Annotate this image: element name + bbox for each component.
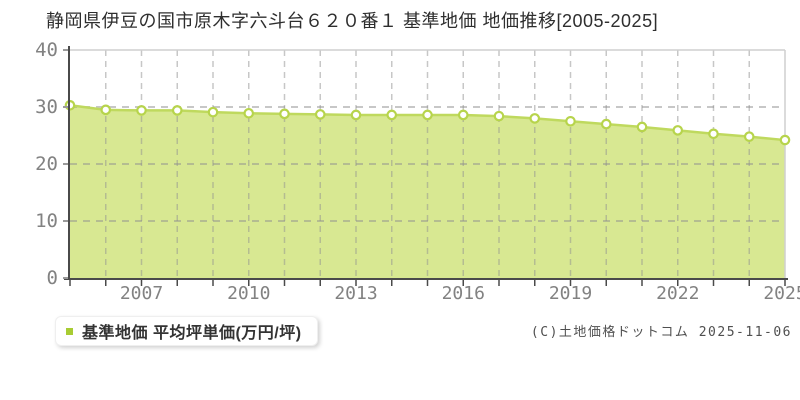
data-point-2018 xyxy=(529,113,541,124)
x-tick-label: 2016 xyxy=(442,283,485,304)
data-point-2007 xyxy=(136,105,147,116)
y-tick-label: 20 xyxy=(35,153,58,175)
data-point-2012 xyxy=(314,109,326,120)
data-point-2006 xyxy=(100,104,112,116)
data-point-2010 xyxy=(243,107,255,119)
data-point-2023 xyxy=(708,128,719,140)
data-point-2015 xyxy=(422,109,433,121)
x-tick-label: 2025 xyxy=(763,283,800,304)
data-point-2021 xyxy=(636,121,648,133)
x-tick-label: 2013 xyxy=(334,283,377,304)
land-price-trend-chart: 0 10 20 30 40 2007 2010 2013 2016 2019 2022 2025 xyxy=(35,39,800,304)
chart-title: 静岡県伊豆の国市原木字六斗台６２０番１ 基準地価 地価推移[2005-2025] xyxy=(46,11,659,31)
x-tick-label: 2007 xyxy=(120,283,163,304)
legend-label: 基準地価 平均坪単価(万円/坪) xyxy=(82,325,302,342)
data-point-2009 xyxy=(207,106,219,118)
data-point-2019 xyxy=(565,115,576,127)
data-point-2020 xyxy=(600,118,612,130)
x-tick-label: 2010 xyxy=(227,283,270,304)
legend: 基準地価 平均坪単価(万円/坪) xyxy=(55,316,318,346)
data-point-2025 xyxy=(779,134,791,146)
data-point-2016 xyxy=(457,109,469,121)
x-tick-label: 2019 xyxy=(549,283,592,304)
data-point-2014 xyxy=(386,109,398,121)
y-tick-label: 40 xyxy=(35,39,58,61)
data-point-2022 xyxy=(672,125,684,136)
x-tick-label: 2022 xyxy=(656,283,699,304)
legend-marker-icon xyxy=(66,327,73,335)
data-point-2011 xyxy=(279,108,290,120)
y-tick-label: 10 xyxy=(35,210,58,232)
data-point-2013 xyxy=(350,109,362,121)
data-point-2024 xyxy=(743,131,755,142)
y-tick-label: 0 xyxy=(47,267,58,289)
copyright-text: (C)土地価格ドットコム 2025-11-06 xyxy=(530,325,792,340)
data-point-2008 xyxy=(171,105,183,116)
y-tick-label: 30 xyxy=(35,96,58,118)
data-point-2017 xyxy=(493,110,505,122)
